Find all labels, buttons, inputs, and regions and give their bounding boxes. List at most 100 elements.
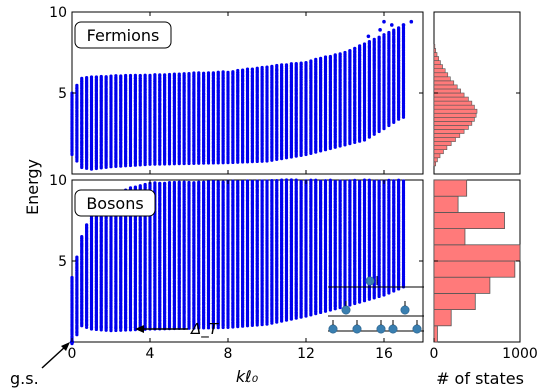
spectrum-point	[353, 46, 357, 50]
spectrum-point	[85, 75, 89, 80]
spectrum-point	[114, 74, 118, 78]
spectrum-point	[221, 70, 225, 74]
spectrum-point	[172, 162, 176, 166]
spectrum-point	[231, 160, 235, 165]
spectrum-point	[289, 62, 293, 66]
spectrum-point	[177, 162, 181, 166]
spectrum-point	[343, 143, 347, 147]
spectrum-point	[167, 162, 172, 166]
spectrum-point	[206, 161, 211, 165]
spectrum-point	[299, 61, 303, 65]
spectrum-point	[158, 162, 162, 166]
spectrum-point	[109, 74, 113, 78]
spectrum-point	[216, 161, 220, 165]
spectrum-point	[275, 63, 279, 68]
spectrum-point	[187, 161, 191, 166]
spectrum-point	[109, 165, 113, 169]
spectrum-point	[167, 72, 172, 77]
spectrum-point	[348, 142, 352, 146]
spectrum-point	[153, 162, 157, 166]
spectrum-point	[143, 162, 147, 167]
spectrum-point	[192, 71, 196, 75]
spectrum-point	[182, 72, 186, 76]
spectrum-point	[333, 145, 337, 149]
spectrum-point	[333, 53, 337, 57]
spectrum-point	[138, 73, 142, 78]
spectrum-point	[124, 73, 128, 78]
spectrum-point	[89, 75, 94, 79]
spectrum-point	[99, 166, 103, 170]
spectrum-point	[163, 73, 167, 77]
spectrum-point	[197, 71, 201, 75]
spectrum-point	[236, 68, 240, 73]
spectrum-point	[197, 161, 201, 165]
spectrum-point	[367, 40, 371, 44]
spectrum-point	[284, 63, 289, 67]
spectrum-point	[362, 42, 367, 46]
spectrum-point	[299, 153, 303, 157]
spectrum-point	[128, 73, 133, 78]
spectrum-point	[172, 72, 176, 76]
spectrum-point	[323, 55, 328, 59]
spectrum-point	[294, 154, 298, 158]
spectrum-point	[265, 159, 269, 163]
spectrum-point	[260, 159, 264, 163]
spectrum-point	[104, 165, 108, 169]
spectrum-point	[362, 138, 367, 142]
spectrum-point	[70, 152, 74, 157]
spectrum-point	[202, 161, 206, 165]
spectrum-point	[153, 73, 157, 77]
spectrum-point	[236, 160, 240, 164]
spectrum-point	[343, 50, 347, 55]
spectrum-point	[284, 156, 289, 160]
spectrum-point	[202, 71, 206, 75]
spectrum-point	[241, 160, 245, 164]
spectrum-point	[367, 135, 371, 139]
spectrum-point	[328, 146, 332, 151]
spectrum-point	[275, 157, 279, 162]
spectrum-point	[163, 162, 167, 166]
spectrum-point	[211, 71, 215, 75]
spectrum-point	[372, 37, 376, 41]
spectrum-point	[245, 160, 250, 164]
spectrum-point	[104, 75, 108, 79]
spectrum-point	[358, 44, 362, 48]
spectrum-point	[192, 161, 196, 165]
spectrum-point	[128, 163, 133, 168]
spectrum-point	[182, 161, 186, 166]
spectrum-point	[280, 63, 284, 67]
spectrum-point	[75, 159, 79, 163]
spectrum-point	[304, 152, 308, 157]
spectrum-point	[338, 144, 342, 148]
spectrum-point	[294, 61, 298, 66]
spectrum-point	[89, 167, 94, 171]
spectrum-point	[265, 65, 269, 69]
spectrum-point	[245, 67, 250, 71]
spectrum-point	[226, 161, 230, 165]
spectrum-point	[75, 83, 79, 87]
spectrum-point	[353, 140, 357, 145]
spectrum-point	[80, 165, 84, 170]
spectrum-point	[211, 161, 215, 165]
spectrum-point	[270, 64, 274, 68]
spectrum-point	[323, 148, 328, 152]
spectrum-point	[255, 66, 259, 70]
spectrum-point	[94, 75, 98, 79]
spectrum-point	[206, 71, 211, 75]
spectrum-point	[85, 166, 89, 170]
spectrum-point	[99, 74, 103, 79]
spectrum-point	[216, 70, 220, 74]
spectrum-point	[226, 70, 230, 74]
spectrum-point	[114, 164, 118, 169]
fermions-scatter	[70, 19, 414, 171]
spectrum-point	[143, 73, 147, 77]
spectrum-point	[119, 74, 123, 78]
spectrum-point	[348, 49, 352, 53]
spectrum-point	[250, 160, 254, 164]
spectrum-point	[309, 59, 313, 63]
spectrum-point	[260, 65, 264, 70]
spectrum-point	[124, 164, 128, 168]
spectrum-point	[158, 73, 162, 77]
spectrum-point	[148, 162, 152, 166]
